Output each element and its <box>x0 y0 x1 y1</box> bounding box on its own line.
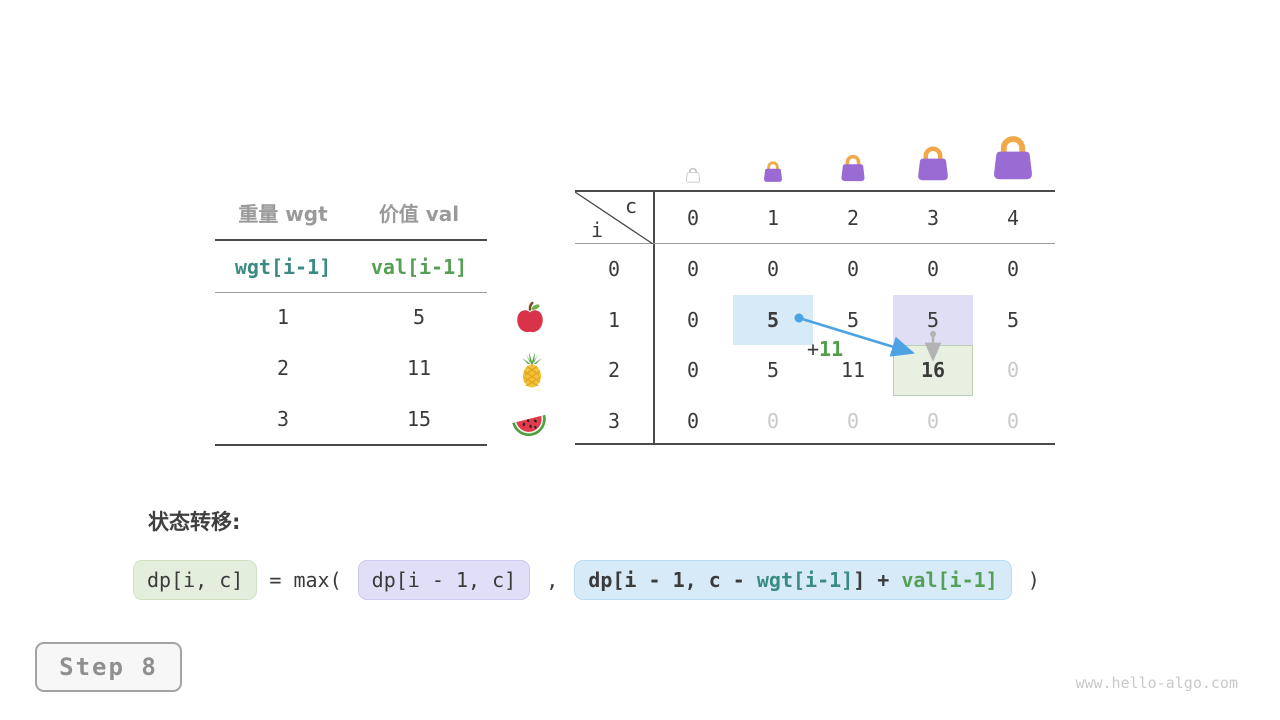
dp-cell: 5 <box>766 358 780 382</box>
dp-col-headers: 0 1 2 3 4 <box>653 192 1053 244</box>
bag-icon-3 <box>893 132 973 184</box>
val-expr: val[i-1] <box>370 255 468 279</box>
wgt-expr: wgt[i-1] <box>234 255 332 279</box>
take-term-val: val[i-1] <box>901 568 998 592</box>
dp-col-header: 3 <box>926 206 940 230</box>
dp-row-header: 1 <box>607 307 621 332</box>
items-table-cell: 15 <box>406 407 432 431</box>
dp-cell: 0 <box>926 257 940 281</box>
dp-cell: 0 <box>846 408 860 433</box>
dp-cell: 0 <box>686 358 700 382</box>
dp-cell: 0 <box>1006 408 1020 433</box>
items-table-row: 2 11 <box>215 356 487 380</box>
divider <box>575 243 1055 244</box>
dp-cell: 0 <box>926 408 940 433</box>
dp-take-term: dp[i - 1, c - wgt[i-1]] + val[i-1] <box>574 560 1012 600</box>
items-table-cell: 5 <box>412 305 426 329</box>
dp-row: 3 0 0 0 0 0 <box>575 396 1055 447</box>
items-table-cell: 2 <box>276 356 290 380</box>
dp-cell: 5 <box>893 294 973 345</box>
dp-cell: 0 <box>686 257 700 281</box>
dp-col-header: 1 <box>766 206 780 230</box>
capacity-bags <box>653 132 1053 184</box>
dp-cell: 0 <box>1006 358 1020 382</box>
weight-header: 重量 wgt <box>238 202 328 226</box>
bag-icon-1 <box>733 132 813 184</box>
dp-cell: 0 <box>1006 257 1020 281</box>
capacity-var-label: c <box>624 194 637 218</box>
step-label: Step 8 <box>59 653 158 681</box>
dp-cell: 0 <box>766 257 780 281</box>
dp-row-header: 2 <box>607 358 621 382</box>
plus-sign: + <box>807 337 820 361</box>
items-table-row: 3 15 <box>215 407 487 431</box>
take-term-wgt: wgt[i-1] <box>756 568 854 592</box>
dp-row-header: 3 <box>607 408 621 433</box>
diagonal-line <box>575 192 653 244</box>
divider <box>653 192 655 443</box>
dp-col-header: 4 <box>1006 206 1020 230</box>
comma-text: , <box>534 568 571 592</box>
bag-icon-4 <box>973 132 1053 184</box>
transition-value-annotation: +11 <box>807 337 843 361</box>
value-header: 价值 val <box>378 202 460 226</box>
bag-icon-2 <box>813 132 893 184</box>
watermark: www.hello-algo.com <box>1075 674 1238 692</box>
equals-max-text: = max( <box>257 568 354 592</box>
dp-skip-term: dp[i - 1, c] <box>357 560 531 600</box>
dp-col-header: 0 <box>686 206 700 230</box>
dp-cell: 0 <box>766 408 780 433</box>
state-transition-formula: dp[i, c] = max( dp[i - 1, c] , dp[i - 1,… <box>133 560 1040 600</box>
added-value: 11 <box>819 337 844 361</box>
take-term-mid: ] + <box>853 568 902 592</box>
step-indicator: Step 8 <box>35 642 182 692</box>
dp-current-term: dp[i, c] <box>133 560 258 600</box>
take-term-prefix: dp[i - 1, c - <box>588 568 757 592</box>
dp-row-header: 0 <box>607 257 621 281</box>
items-table-cell: 1 <box>276 305 290 329</box>
dp-cell: 0 <box>846 257 860 281</box>
dp-cell: 5 <box>1006 307 1020 332</box>
dp-cell: 0 <box>686 307 700 332</box>
state-transition-label: 状态转移: <box>148 510 241 534</box>
empty-bag-icon <box>653 132 733 184</box>
items-table-subheader: wgt[i-1] val[i-1] <box>215 255 487 279</box>
apple-icon <box>513 301 547 339</box>
dp-cell: 0 <box>686 408 700 433</box>
dp-cell: 5 <box>733 294 813 345</box>
dp-cell: 16 <box>893 345 973 396</box>
items-table-cell: 3 <box>276 407 290 431</box>
dp-col-header: 2 <box>846 206 860 230</box>
items-table-header: 重量 wgt 价值 val <box>215 198 487 227</box>
pineapple-icon <box>515 351 549 393</box>
item-var-label: i <box>591 218 604 242</box>
items-table-cell: 11 <box>406 356 432 380</box>
dp-corner-cell: c i <box>575 192 653 244</box>
dp-row: 0 0 0 0 0 0 <box>575 244 1055 295</box>
divider <box>215 444 487 446</box>
dp-table-header: c i 0 1 2 3 4 <box>575 192 1055 244</box>
dp-cell: 11 <box>840 358 866 382</box>
close-paren-text: ) <box>1015 568 1040 592</box>
watermelon-icon <box>507 402 551 444</box>
divider <box>215 239 487 241</box>
divider <box>215 292 487 293</box>
